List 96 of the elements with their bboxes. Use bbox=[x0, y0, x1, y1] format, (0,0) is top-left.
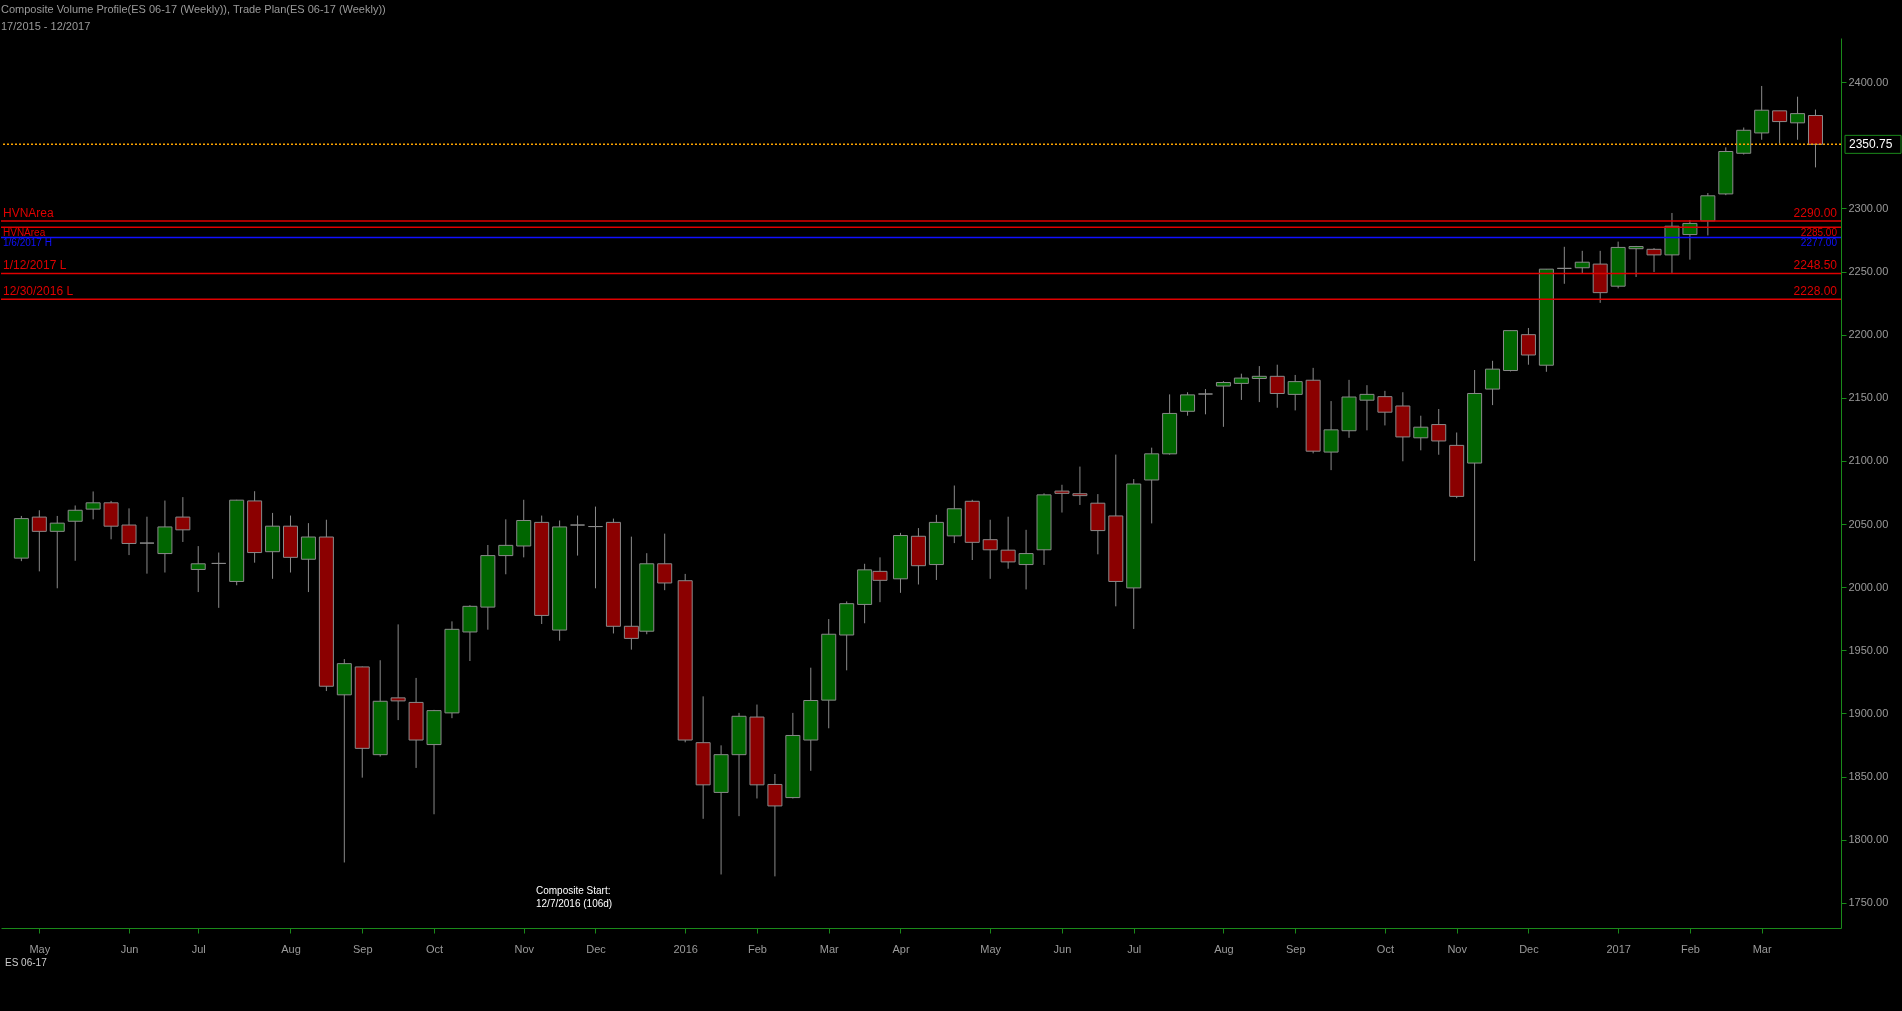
x-tick-label: Dec bbox=[586, 942, 607, 955]
candlestick bbox=[67, 504, 83, 562]
candlestick bbox=[1790, 96, 1806, 141]
candlestick bbox=[1646, 247, 1662, 273]
candlestick bbox=[1556, 246, 1572, 285]
candlestick bbox=[498, 518, 514, 575]
ref-line-label: 1/12/2017 L bbox=[3, 258, 67, 273]
candlestick bbox=[1485, 360, 1501, 406]
candlestick bbox=[1233, 373, 1249, 401]
x-tick-label: Aug bbox=[1214, 942, 1234, 955]
x-tick-label: Nov bbox=[514, 942, 535, 955]
annotation: 2228.00 bbox=[1793, 284, 1838, 299]
x-tick-label: Nov bbox=[1447, 942, 1468, 955]
candlestick bbox=[1072, 466, 1088, 506]
y-tick-label: 1850.00 bbox=[1848, 770, 1889, 783]
candlestick bbox=[1682, 219, 1698, 261]
candlestick bbox=[390, 623, 406, 721]
y-tick-label: 2100.00 bbox=[1848, 454, 1889, 467]
candlestick bbox=[982, 519, 998, 580]
annotation: Composite Start: 12/7/2016 (106d) bbox=[536, 885, 613, 909]
candlestick bbox=[1431, 408, 1447, 456]
candlestick bbox=[1574, 250, 1590, 275]
candlestick bbox=[49, 515, 65, 589]
text: ES 06-17 bbox=[5, 957, 48, 968]
annotation: 2290.00 bbox=[1793, 206, 1838, 221]
annotation: 2277.00 bbox=[1800, 237, 1838, 249]
y-tick-label: 1950.00 bbox=[1848, 643, 1889, 656]
y-tick-label: 1900.00 bbox=[1848, 706, 1889, 719]
x-tick-label: Sep bbox=[1285, 942, 1306, 955]
candlestick bbox=[1000, 516, 1016, 570]
candlestick bbox=[1628, 245, 1644, 278]
x-tick-label: May bbox=[29, 942, 51, 955]
y-tick-label: 2050.00 bbox=[1848, 517, 1889, 530]
x-tick-label: 2017 bbox=[1606, 942, 1631, 955]
candlestick bbox=[1269, 364, 1285, 409]
candlestick bbox=[1772, 110, 1788, 145]
chart-subtitle: 17/2015 - 12/2017 bbox=[1, 20, 91, 32]
y-tick-label: 2300.00 bbox=[1848, 201, 1889, 214]
y-tick-label: 2150.00 bbox=[1848, 391, 1889, 404]
candlestick bbox=[300, 522, 316, 593]
x-tick-label: Jul bbox=[191, 942, 206, 955]
candlestick bbox=[1377, 390, 1393, 426]
candlestick bbox=[1054, 484, 1070, 514]
candlestick bbox=[657, 533, 673, 591]
x-tick-label: Oct bbox=[1376, 942, 1394, 955]
y-tick-label: 1800.00 bbox=[1848, 833, 1889, 846]
x-tick-label: Jun bbox=[120, 942, 139, 955]
annotation: 2248.50 bbox=[1793, 258, 1838, 273]
candlestick bbox=[1215, 380, 1231, 428]
y-tick-label: 2400.00 bbox=[1848, 75, 1889, 88]
x-tick-label: Jun bbox=[1053, 942, 1072, 955]
x-tick-label: Apr bbox=[892, 942, 910, 955]
candlestick bbox=[1736, 127, 1752, 156]
candlestick bbox=[767, 773, 783, 877]
x-tick-label: Jul bbox=[1127, 942, 1142, 955]
candlestick bbox=[1520, 327, 1536, 366]
candlestick bbox=[211, 552, 227, 609]
y-tick-label: 2200.00 bbox=[1848, 328, 1889, 341]
candlestick bbox=[103, 500, 119, 540]
x-tick-label: Sep bbox=[352, 942, 373, 955]
candlestick bbox=[1180, 391, 1196, 417]
ref-line-label: HVNArea bbox=[3, 206, 55, 221]
annotation: 2285.00 bbox=[1800, 227, 1838, 239]
x-tick-label: 2016 bbox=[673, 942, 698, 955]
x-tick-label: Aug bbox=[281, 942, 301, 955]
candlestick bbox=[1754, 85, 1770, 141]
x-tick-label: Dec bbox=[1519, 942, 1540, 955]
y-tick-label: 2250.00 bbox=[1848, 265, 1889, 278]
candlestick bbox=[588, 506, 603, 589]
text: 2350.75 bbox=[1849, 137, 1893, 152]
y-tick-label: 2000.00 bbox=[1848, 580, 1889, 593]
candlestick bbox=[570, 515, 586, 557]
x-tick-label: Mar bbox=[819, 942, 840, 955]
y-tick-label: 1750.00 bbox=[1848, 896, 1889, 909]
candlestick bbox=[175, 496, 191, 543]
candlestick bbox=[85, 490, 101, 520]
ref-line-label: 1/6/2017 H bbox=[3, 237, 52, 249]
candlestick bbox=[1323, 400, 1339, 471]
x-tick-label: Oct bbox=[425, 942, 444, 955]
candlestick bbox=[139, 516, 155, 575]
candlestick bbox=[1251, 365, 1267, 403]
x-tick-label: Feb bbox=[1680, 942, 1700, 955]
candlestick bbox=[1287, 374, 1303, 411]
ref-line-label: HVNArea bbox=[3, 227, 46, 239]
candlestick bbox=[31, 509, 47, 572]
candlestick bbox=[1413, 415, 1429, 451]
candlestick bbox=[1198, 388, 1213, 415]
candlestick bbox=[190, 545, 206, 593]
candlestick bbox=[121, 507, 137, 556]
ref-line-label: 12/30/2016 L bbox=[3, 284, 74, 299]
x-tick-label: Feb bbox=[747, 942, 767, 955]
chart-title: Composite Volume Profile(ES 06-17 (Weekly)), Trade Plan(ES 06-17 (Weekly)) bbox=[1, 3, 386, 15]
x-tick-label: Mar bbox=[1752, 942, 1772, 955]
candlestick bbox=[1359, 384, 1375, 431]
x-tick-label: May bbox=[980, 942, 1002, 955]
candlestick bbox=[1018, 529, 1034, 590]
